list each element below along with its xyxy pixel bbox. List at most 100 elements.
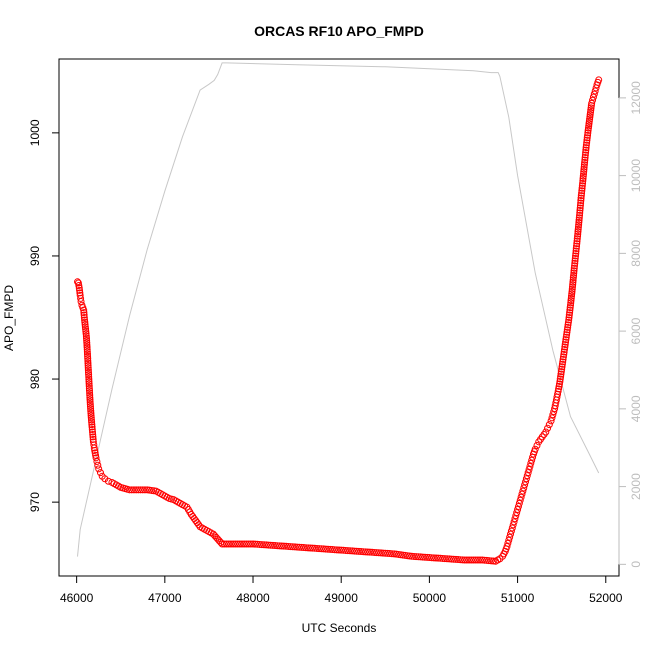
data-point-dense	[82, 330, 90, 338]
data-point-dense	[558, 363, 566, 371]
data-point-dense	[234, 540, 242, 548]
data-point-dense	[414, 553, 422, 561]
data-point-dense	[81, 321, 89, 329]
data-point-dense	[76, 286, 84, 294]
data-point-dense	[269, 541, 277, 549]
data-point-dense	[412, 553, 420, 561]
data-point-dense	[571, 254, 579, 262]
data-point-dense	[572, 245, 580, 253]
data-point-dense	[569, 281, 577, 289]
data-point	[93, 458, 101, 466]
data-point-dense	[89, 430, 97, 438]
data-point-dense	[421, 553, 429, 561]
data-point	[74, 278, 82, 286]
data-point-dense	[463, 556, 471, 564]
data-point-dense	[236, 540, 244, 548]
data-point-dense	[87, 409, 95, 417]
data-point-dense	[559, 358, 567, 366]
data-point-dense	[585, 117, 593, 125]
y-axis-label: APO_FMPD	[2, 285, 16, 351]
data-point	[563, 328, 571, 336]
data-point-dense	[242, 540, 250, 548]
data-point-dense	[447, 555, 455, 563]
data-point-dense	[574, 223, 582, 231]
data-point	[86, 394, 94, 402]
data-point-dense	[514, 502, 522, 510]
data-point-dense	[485, 557, 493, 565]
data-point-dense	[253, 540, 261, 548]
data-point	[507, 530, 515, 538]
data-point	[85, 378, 93, 386]
y-tick-label: 970	[28, 492, 42, 512]
data-point-dense	[83, 348, 91, 356]
x-tick-label: 50000	[413, 591, 447, 605]
data-point-dense	[527, 459, 535, 467]
data-point-dense	[520, 484, 528, 492]
altitude-line-series	[77, 62, 600, 557]
data-point-dense	[264, 541, 272, 549]
data-point-dense	[454, 556, 462, 564]
right-y-tick-label: 2000	[629, 473, 643, 500]
data-point	[478, 556, 486, 564]
data-point-dense	[569, 276, 577, 284]
data-point	[96, 469, 104, 477]
data-point-dense	[577, 192, 585, 200]
data-point-dense	[278, 542, 286, 550]
data-point-dense	[474, 556, 482, 564]
data-point-dense	[350, 547, 358, 555]
data-point-dense	[567, 294, 575, 302]
data-point	[75, 284, 83, 292]
data-point-dense	[569, 274, 577, 282]
data-point-dense	[469, 556, 477, 564]
data-point-dense	[580, 168, 588, 176]
right-y-tick-label: 12000	[629, 81, 643, 115]
x-tick-label: 52000	[589, 591, 623, 605]
data-point-dense	[364, 548, 372, 556]
data-point	[542, 428, 550, 436]
data-point-dense	[84, 355, 92, 363]
data-point-dense	[579, 179, 587, 187]
data-point-dense	[335, 546, 343, 554]
data-point-dense	[81, 318, 89, 326]
data-point-dense	[428, 554, 436, 562]
data-point-dense	[577, 199, 585, 207]
data-point-dense	[386, 550, 394, 558]
data-point-dense	[141, 486, 149, 494]
y-tick-label: 990	[28, 246, 42, 266]
data-point	[556, 378, 564, 386]
data-point-dense	[357, 548, 365, 556]
data-point	[547, 417, 555, 425]
altitude-line	[77, 62, 600, 557]
data-point-dense	[82, 334, 90, 342]
data-point	[461, 556, 469, 564]
data-point-dense	[87, 414, 95, 422]
data-point-dense	[225, 540, 233, 548]
data-point-dense	[306, 544, 314, 552]
data-point	[579, 177, 587, 185]
data-point	[95, 465, 103, 473]
data-point-dense	[571, 257, 579, 265]
data-point	[526, 462, 534, 470]
data-point	[508, 524, 516, 532]
data-point-dense	[560, 348, 568, 356]
data-point-dense	[558, 360, 566, 368]
data-point-dense	[311, 544, 319, 552]
data-point	[582, 141, 590, 149]
data-point-dense	[88, 423, 96, 431]
data-point-dense	[563, 331, 571, 339]
data-point-dense	[566, 306, 574, 314]
data-point-dense	[566, 309, 574, 317]
data-point	[528, 456, 536, 464]
data-point-dense	[348, 547, 356, 555]
data-point-dense	[83, 350, 91, 358]
data-point-dense	[513, 509, 521, 517]
data-point	[84, 362, 92, 370]
data-point-dense	[445, 555, 453, 563]
data-point-dense	[585, 122, 593, 130]
data-point-dense	[87, 405, 95, 413]
data-point-dense	[555, 385, 563, 393]
right-y-tick-label: 0	[629, 561, 643, 568]
data-point	[561, 341, 569, 349]
data-point	[522, 475, 530, 483]
data-point-dense	[326, 545, 334, 553]
